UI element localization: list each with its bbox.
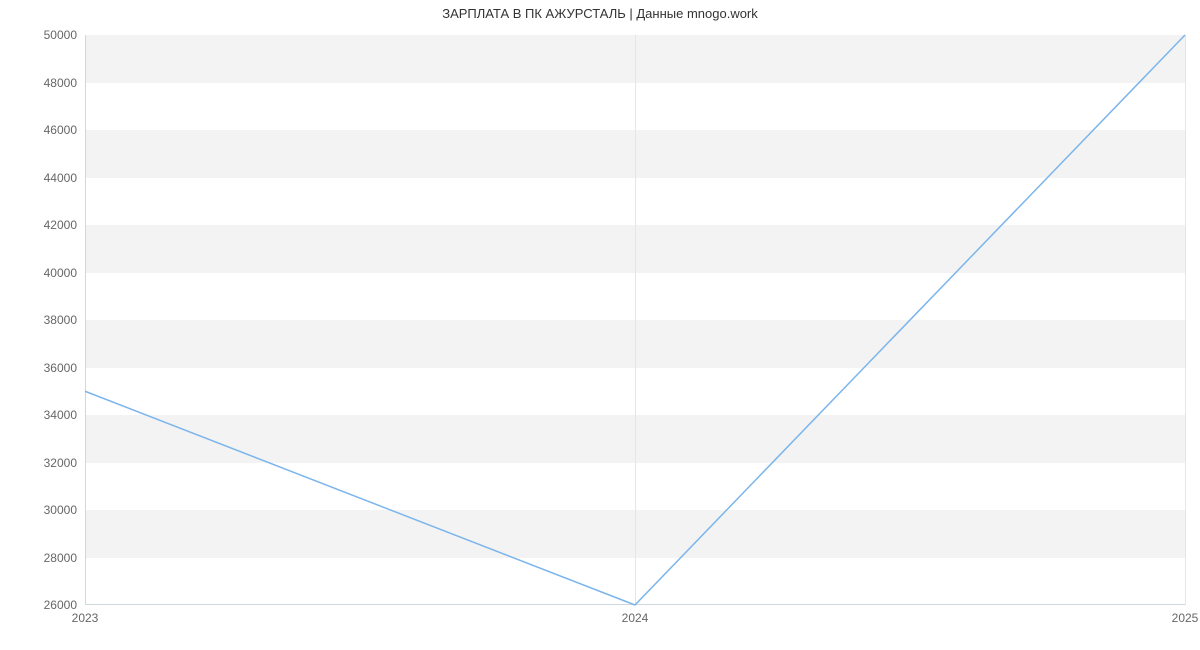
grid-line-vertical bbox=[1185, 35, 1186, 605]
y-tick-label: 32000 bbox=[44, 456, 85, 470]
y-tick-label: 30000 bbox=[44, 503, 85, 517]
y-tick-label: 40000 bbox=[44, 266, 85, 280]
y-tick-label: 44000 bbox=[44, 171, 85, 185]
y-tick-label: 42000 bbox=[44, 218, 85, 232]
y-tick-label: 46000 bbox=[44, 123, 85, 137]
y-tick-label: 38000 bbox=[44, 313, 85, 327]
y-tick-label: 50000 bbox=[44, 28, 85, 42]
chart-title: ЗАРПЛАТА В ПК АЖУРСТАЛЬ | Данные mnogo.w… bbox=[0, 6, 1200, 21]
y-tick-label: 34000 bbox=[44, 408, 85, 422]
x-tick-label: 2024 bbox=[622, 605, 649, 625]
y-tick-label: 28000 bbox=[44, 551, 85, 565]
x-tick-label: 2025 bbox=[1172, 605, 1199, 625]
y-tick-label: 48000 bbox=[44, 76, 85, 90]
y-tick-label: 26000 bbox=[44, 598, 85, 612]
plot-area: 2023202420252600028000300003200034000360… bbox=[85, 35, 1185, 605]
chart-svg bbox=[85, 35, 1185, 605]
series-line bbox=[85, 35, 1185, 605]
y-tick-label: 36000 bbox=[44, 361, 85, 375]
